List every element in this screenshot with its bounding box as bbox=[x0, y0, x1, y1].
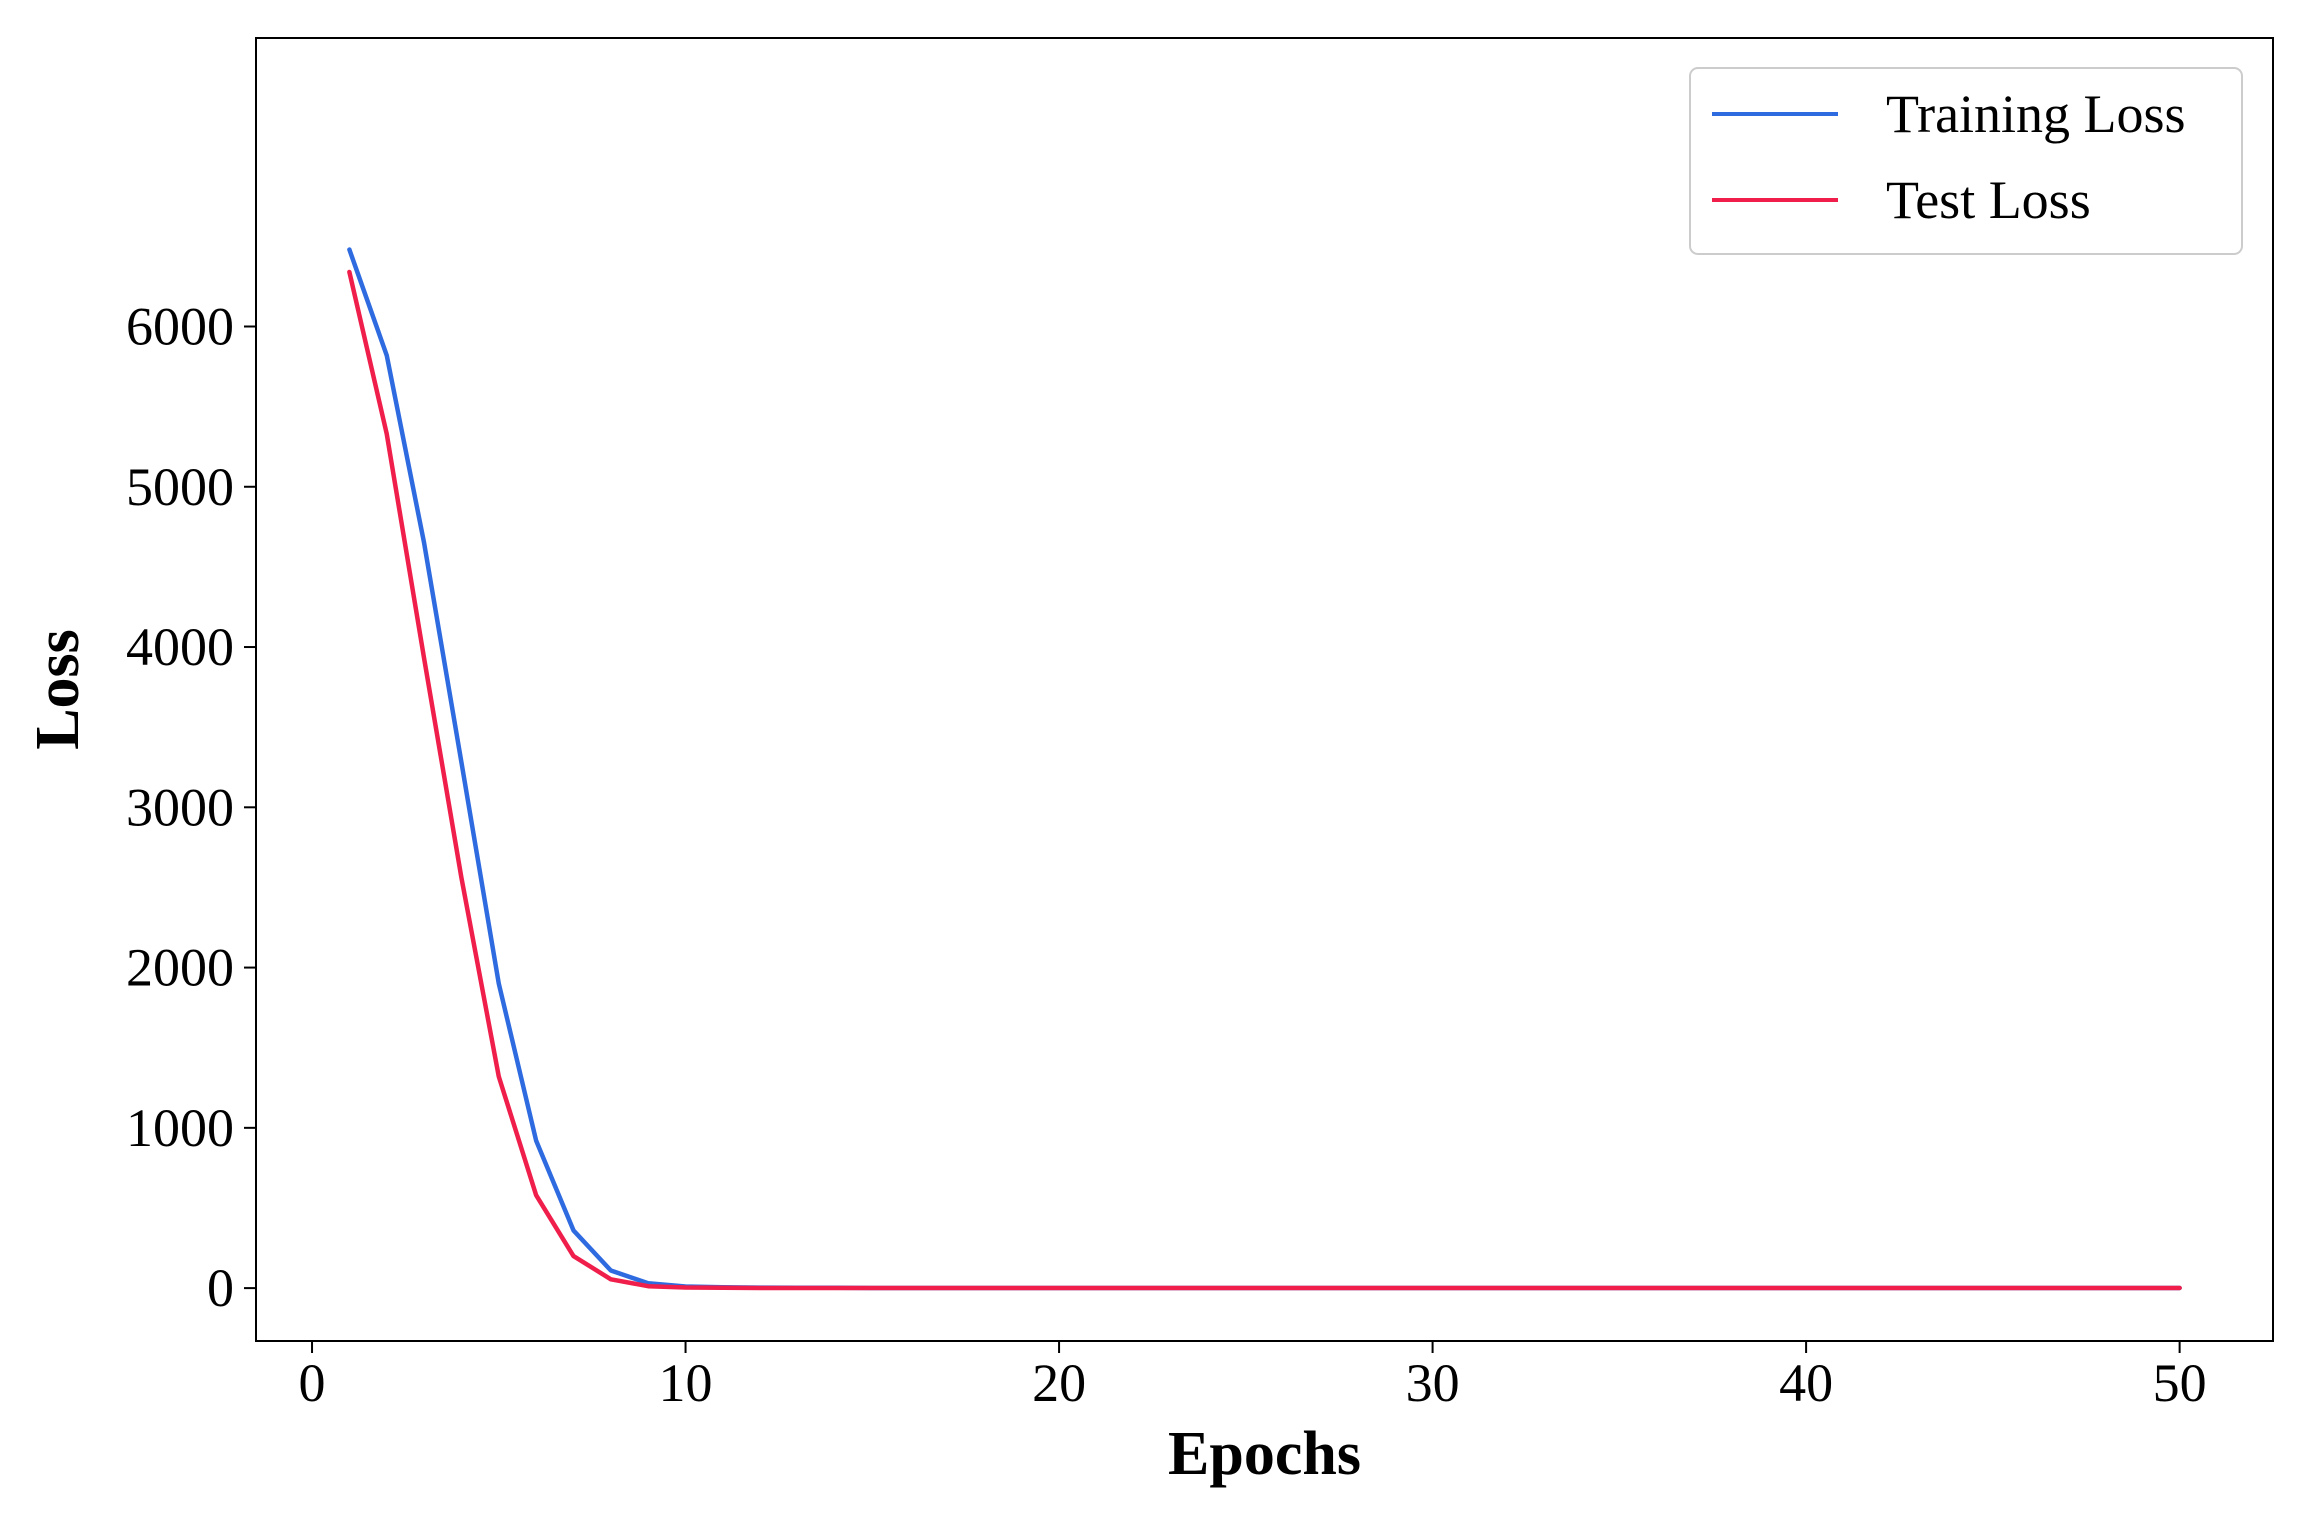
series-line-training-loss bbox=[347, 247, 2182, 1291]
y-tick-label: 1000 bbox=[126, 1098, 234, 1158]
x-tick-label: 10 bbox=[659, 1353, 713, 1413]
x-axis-title: Epochs bbox=[1168, 1420, 1361, 1488]
legend-label-test-loss: Test Loss bbox=[1886, 170, 2091, 230]
x-tick-label: 30 bbox=[1406, 1353, 1460, 1413]
y-axis-title: Loss bbox=[24, 629, 92, 750]
x-tick-label: 0 bbox=[299, 1353, 326, 1413]
y-tick-label: 2000 bbox=[126, 938, 234, 998]
y-tick-label: 6000 bbox=[126, 296, 234, 356]
y-tick-label: 0 bbox=[207, 1258, 234, 1318]
y-tick-label: 5000 bbox=[126, 457, 234, 517]
x-tick-label: 40 bbox=[1779, 1353, 1833, 1413]
y-tick-label: 3000 bbox=[126, 777, 234, 837]
plot-frame bbox=[255, 37, 2274, 1342]
axes-layer: 0 10 20 30 40 50 0 1000 2000 3000 4000 5000 6000 bbox=[126, 296, 2207, 1413]
x-tick-label: 20 bbox=[1032, 1353, 1086, 1413]
x-tick-label: 50 bbox=[2153, 1353, 2207, 1413]
y-tick-label: 4000 bbox=[126, 617, 234, 677]
legend: Training Loss Test Loss bbox=[1689, 67, 2243, 255]
legend-label-training-loss: Training Loss bbox=[1886, 84, 2186, 144]
series-line-test-loss bbox=[347, 269, 2182, 1291]
series-layer bbox=[347, 247, 2182, 1291]
